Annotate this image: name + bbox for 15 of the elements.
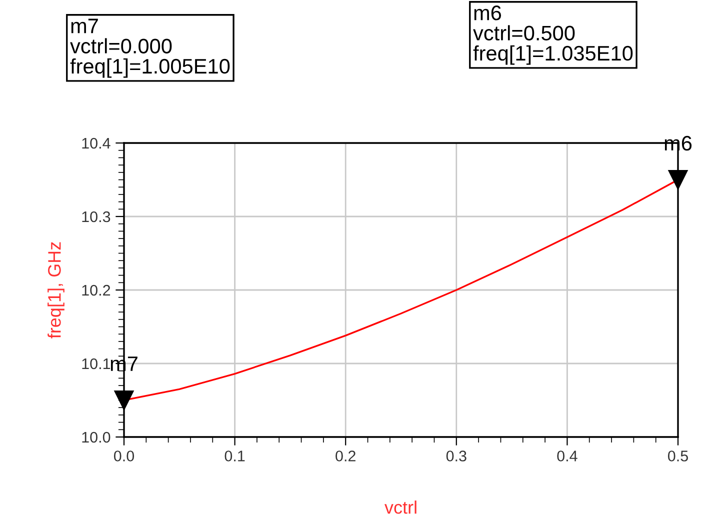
y-tick-label: 10.2	[82, 284, 110, 296]
y-tick-label: 10.3	[82, 211, 110, 222]
x-tick-label: 0.1	[224, 450, 245, 462]
x-tick-label: 0.4	[557, 450, 578, 462]
x-axis-title: vctrl	[384, 500, 416, 514]
text: m6 vctrl=0.500 freq[1]=1.035E10	[473, 6, 633, 65]
x-tick-label: 0.3	[446, 450, 466, 462]
y-tick-label: 10.0	[82, 432, 110, 443]
text: m7 vctrl=0.000 freq[1]=1.005E10	[70, 18, 230, 78]
y-axis-title: freq[1], GHz	[48, 242, 64, 338]
x-tick-label: 0.0	[114, 450, 134, 462]
y-tick-label: 10.1	[82, 358, 110, 370]
y-tick-label: 10.4	[82, 138, 110, 149]
x-tick-label: 0.5	[668, 450, 688, 462]
x-tick-label: 0.2	[336, 450, 356, 462]
